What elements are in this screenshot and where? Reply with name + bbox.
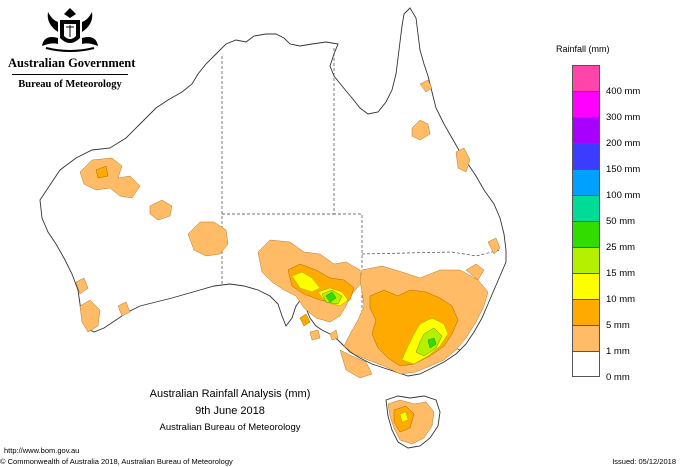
branding-divider	[12, 74, 128, 75]
legend-label: 150 mm	[606, 164, 641, 175]
government-title: Australian Government	[8, 56, 136, 70]
legend-swatch	[572, 247, 600, 273]
rainfall-25-50mm	[325, 291, 437, 349]
map-source: Australian Bureau of Meteorology	[159, 422, 301, 433]
legend-label: 100 mm	[606, 190, 641, 201]
legend-swatch	[572, 169, 600, 195]
legend-title: Rainfall (mm)	[556, 44, 610, 54]
issued-date: Issued: 05/12/2018	[612, 457, 676, 466]
copyright-text: © Commonwealth of Australia 2018, Austra…	[0, 457, 233, 466]
legend-label: 0 mm	[606, 372, 630, 383]
coat-of-arms-icon	[42, 8, 98, 52]
legend-label: 50 mm	[606, 216, 636, 227]
legend-label: 400 mm	[606, 86, 641, 97]
legend-label: 200 mm	[606, 138, 641, 149]
legend-swatch	[572, 143, 600, 169]
legend-swatch	[572, 299, 600, 325]
legend-swatch	[572, 273, 600, 299]
legend-swatch	[572, 65, 600, 91]
map-title: Australian Rainfall Analysis (mm)	[149, 388, 311, 400]
rainfall-legend	[572, 65, 600, 377]
legend-label: 15 mm	[606, 268, 636, 279]
legend-swatch	[572, 117, 600, 143]
legend-swatch	[572, 221, 600, 247]
legend-label: 5 mm	[606, 320, 630, 331]
legend-swatch	[572, 351, 600, 377]
government-branding: Australian Government Bureau of Meteorol…	[8, 8, 136, 90]
legend-label: 10 mm	[606, 294, 636, 305]
map-date: 9th June 2018	[195, 405, 265, 417]
legend-swatch	[572, 195, 600, 221]
legend-swatch	[572, 325, 600, 351]
legend-label: 300 mm	[606, 112, 641, 123]
legend-swatch	[572, 91, 600, 117]
legend-label: 25 mm	[606, 242, 636, 253]
legend-label: 1 mm	[606, 346, 630, 357]
bureau-title: Bureau of Meteorology	[18, 79, 122, 90]
bom-url-link[interactable]: http://www.bom.gov.au	[4, 446, 80, 455]
